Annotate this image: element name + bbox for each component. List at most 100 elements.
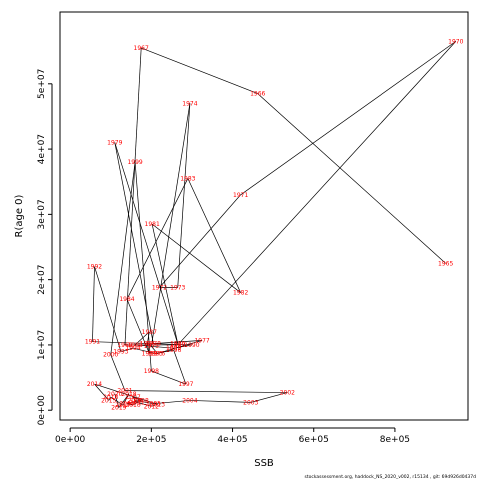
point-year-label: 1969 [170, 342, 185, 349]
y-axis: 0e+00 1e+07 2e+07 3e+07 4e+07 5e+07 [37, 69, 53, 426]
y-tick-label: 1e+07 [37, 330, 47, 360]
y-tick-label: 3e+07 [37, 199, 47, 229]
trajectory-segment [257, 93, 446, 264]
trajectory-segment [94, 383, 158, 405]
point-year-label: 2020 [107, 391, 122, 398]
trajectory-segment [177, 103, 191, 288]
x-axis: 0e+00 2e+05 4e+05 6e+05 8e+05 [55, 427, 410, 445]
trajectory-segment [120, 347, 134, 352]
y-tick-label: 5e+07 [37, 69, 47, 99]
y-tick-label: 0e+00 [37, 395, 47, 426]
point-year-label: 1995 [148, 350, 163, 357]
point-year-label: 1976 [150, 350, 165, 357]
trajectory-segment [132, 396, 136, 401]
point-year-label: 1996 [166, 347, 181, 354]
point-year-label: 1975 [144, 343, 159, 350]
point-year-label: 1983 [180, 175, 195, 182]
trajectory-segment [124, 47, 142, 345]
trajectory-segment [135, 344, 174, 349]
trajectory-segment [153, 400, 190, 405]
trajectory-segment [92, 266, 95, 342]
point-year-label: 1971 [233, 192, 248, 199]
point-year-label: 2002 [280, 390, 295, 397]
point-year-label: 1981 [145, 221, 160, 228]
point-year-label: 1989 [166, 345, 181, 352]
trajectory-segment [137, 402, 152, 407]
point-year-label: 1992 [87, 264, 102, 271]
trajectory-segment [151, 370, 186, 385]
trajectory-segment [132, 396, 142, 401]
trajectory-segment [94, 383, 109, 401]
footer-caption: stockassessment.org, haddock_NS_2020_v00… [304, 474, 476, 480]
trajectory-segment [151, 223, 241, 293]
point-year-label: 1965 [438, 260, 453, 267]
point-year-label: 2000 [103, 352, 118, 359]
trajectory-segment [132, 402, 138, 406]
trajectory-segment [114, 142, 179, 344]
point-year-label: 1982 [233, 290, 248, 297]
point-year-label: 1966 [250, 91, 265, 98]
point-year-label: 1984 [119, 296, 134, 303]
point-year-label: 1987 [142, 329, 157, 336]
trajectory-segment [240, 41, 457, 196]
point-year-label: 2016 [103, 394, 118, 401]
point-year-label: 1970 [448, 38, 463, 45]
trajectory-segment [151, 403, 158, 407]
point-year-label: 1968 [117, 342, 132, 349]
trajectory-segment [134, 162, 152, 372]
point-year-label: 1986 [140, 341, 155, 348]
trajectory-segment [94, 266, 122, 352]
x-tick-label: 8e+05 [380, 435, 410, 445]
point-year-label: 2010 [125, 402, 140, 409]
point-year-label: 1973 [170, 284, 185, 291]
point-year-label: 2013 [150, 401, 165, 408]
trajectory-segment [110, 354, 126, 391]
trajectory-segment [124, 390, 288, 393]
point-year-label: 2015 [101, 397, 116, 404]
trajectory-segment [189, 400, 251, 403]
point-year-label: 2008 [134, 397, 149, 404]
trajectory-segment [126, 400, 142, 405]
x-tick-label: 0e+00 [55, 435, 86, 445]
point-year-label: 2019 [111, 405, 126, 412]
point-year-label: 1980 [170, 341, 185, 348]
point-year-label: 1967 [134, 45, 149, 52]
trajectory-segment [146, 331, 150, 344]
point-year-label: 2006 [127, 397, 142, 404]
point-labels: 1965 1966 1967 1968 1969 1970 1971 1972 1973 1974… [85, 38, 464, 411]
trajectory-segment [177, 41, 457, 346]
point-year-label: 1978 [146, 341, 161, 348]
trajectory-segment [150, 103, 191, 347]
point-year-label: 1993 [113, 348, 128, 355]
point-year-label: 2009 [119, 401, 134, 408]
y-axis-title: R(age 0) [14, 194, 25, 237]
point-year-label: 1972 [152, 284, 167, 291]
trajectory-segment [141, 47, 258, 94]
trajectory-segment [151, 224, 179, 344]
point-year-label: 2014 [87, 381, 102, 388]
point-year-label: 1979 [107, 140, 122, 147]
trajectory-segment [173, 350, 187, 385]
trajectory-segment [92, 341, 192, 346]
point-year-label: 2018 [121, 391, 136, 398]
point-year-label: 2007 [125, 394, 140, 401]
trajectory-segment [155, 349, 174, 354]
y-tick-label: 2e+07 [37, 265, 47, 295]
point-year-label: 2004 [182, 397, 197, 404]
point-year-label: 1985 [142, 350, 157, 357]
trajectory-segment [151, 346, 158, 354]
point-year-label: 1999 [127, 159, 142, 166]
trajectory-segment [173, 344, 193, 349]
y-tick-label: 4e+07 [37, 134, 47, 164]
trajectory-segment [118, 393, 130, 408]
point-year-label: 2005 [146, 401, 161, 408]
trajectory-lines [92, 41, 457, 408]
point-year-label: 1977 [194, 337, 209, 344]
point-year-label: 1998 [144, 368, 159, 375]
trajectory-segment [159, 194, 241, 288]
trajectory-segment [250, 392, 288, 403]
point-year-label: 2001 [117, 388, 132, 395]
trajectory-segment [134, 331, 150, 346]
